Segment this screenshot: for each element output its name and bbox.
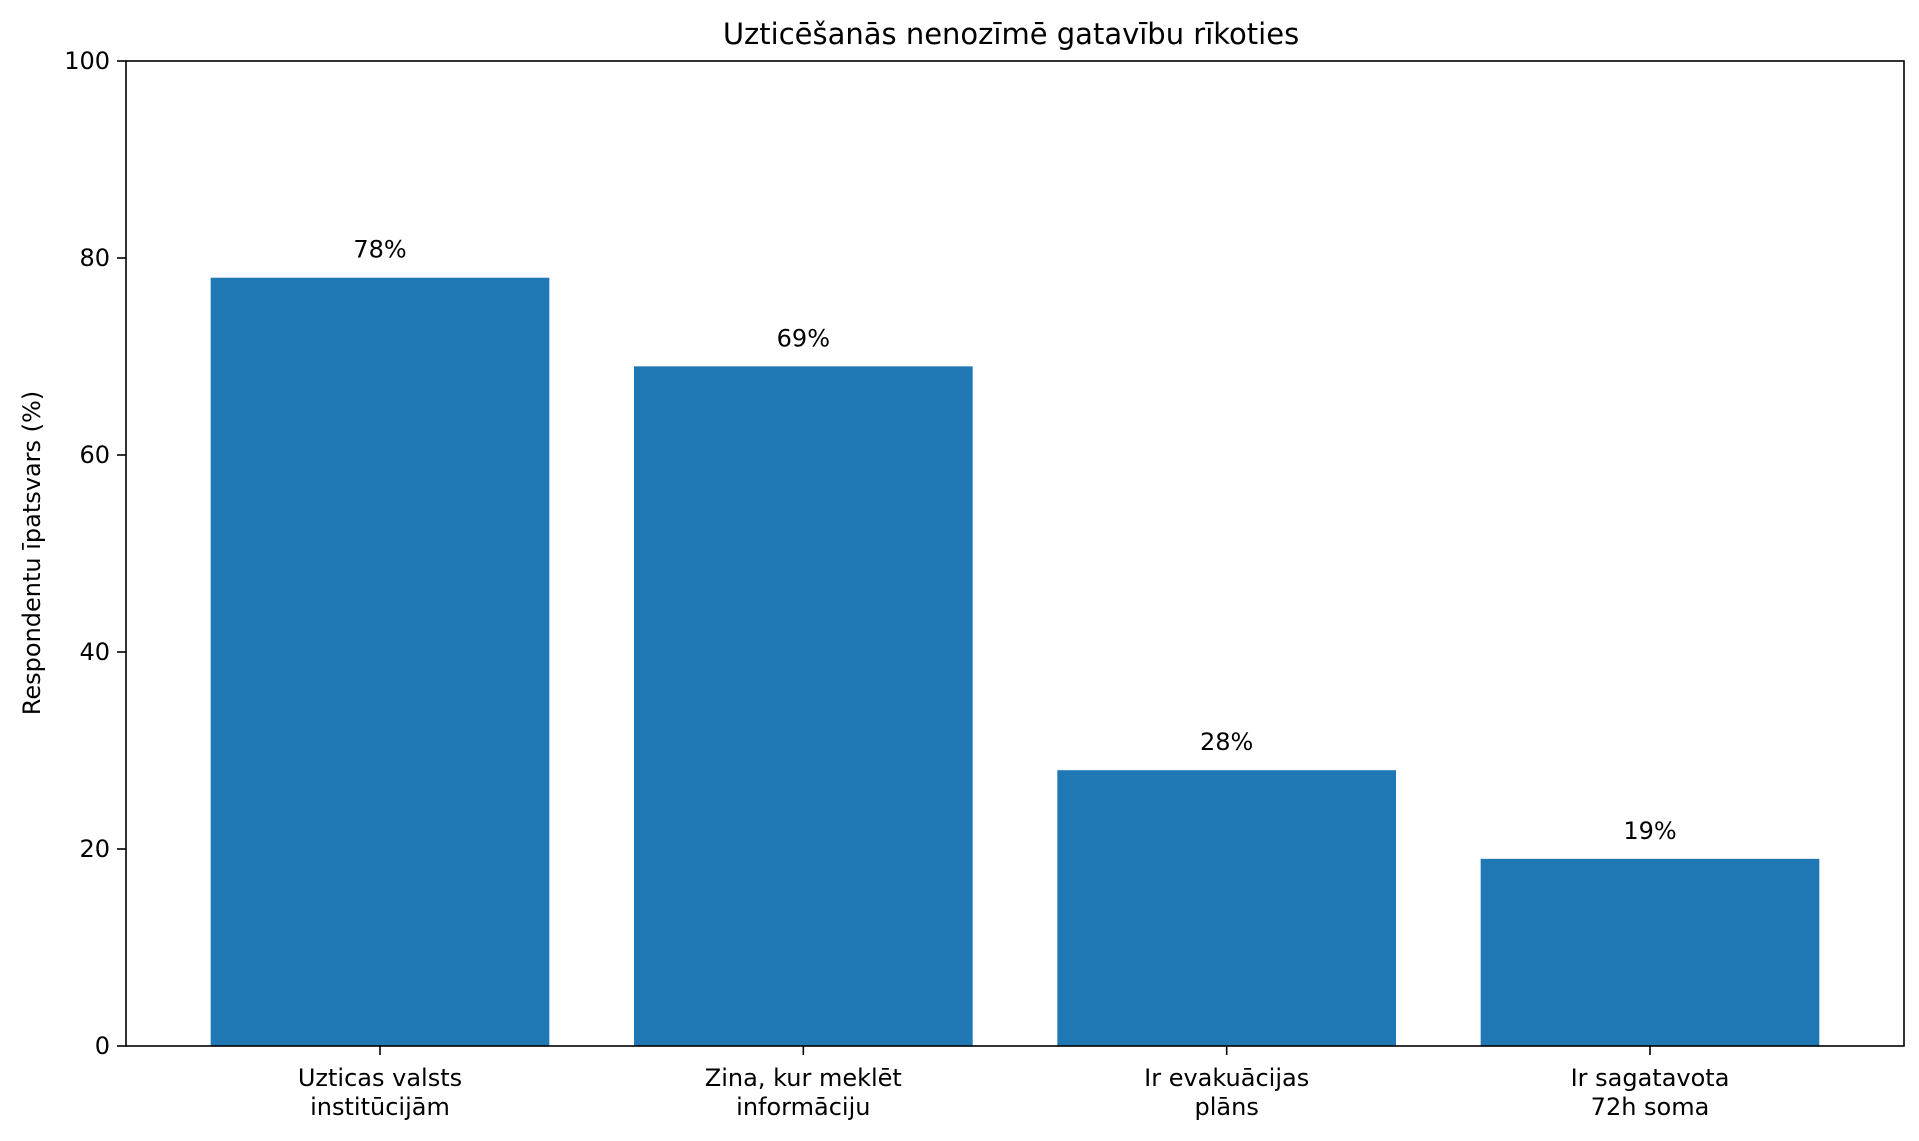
y-tick-label: 80	[79, 244, 110, 272]
x-tick-label-line: Ir sagatavota	[1571, 1064, 1730, 1092]
x-tick-label-line: Zina, kur meklēt	[705, 1064, 902, 1092]
y-tick-label: 40	[79, 638, 110, 666]
bar	[1057, 770, 1396, 1046]
x-tick-label-line: Ir evakuācijas	[1144, 1064, 1309, 1092]
x-tick-label: Ir sagatavota 72h soma	[1571, 1064, 1730, 1121]
x-tick-label: Uzticas valsts institūcijām	[298, 1064, 462, 1121]
y-tick-label: 0	[95, 1032, 110, 1060]
bar	[634, 366, 973, 1047]
data-label: 19%	[1623, 817, 1676, 845]
data-label: 28%	[1200, 728, 1253, 756]
data-label: 69%	[777, 324, 830, 352]
chart-title: Uzticēšanās nenozīmē gatavību rīkoties	[723, 17, 1299, 51]
y-tick-label: 20	[79, 835, 110, 863]
bar	[1480, 858, 1820, 1046]
axes-frame	[125, 60, 1905, 1047]
y-tick-label: 60	[79, 441, 110, 469]
x-tick-label-line: plāns	[1195, 1093, 1259, 1121]
data-label: 78%	[353, 236, 406, 264]
x-tick-label-line: Uzticas valsts	[298, 1064, 462, 1092]
x-tick-label-line: institūcijām	[310, 1093, 450, 1121]
x-tick-label: Ir evakuācijas plāns	[1144, 1064, 1309, 1121]
x-tick-label-line: 72h soma	[1591, 1093, 1710, 1121]
x-tick-label-line: informāciju	[736, 1093, 870, 1121]
bar	[210, 277, 550, 1046]
x-tick-label: Zina, kur meklēt informāciju	[705, 1064, 902, 1121]
y-axis-label: Respondentu īpatsvars (%)	[18, 391, 46, 715]
y-tick-label: 100	[64, 47, 110, 75]
